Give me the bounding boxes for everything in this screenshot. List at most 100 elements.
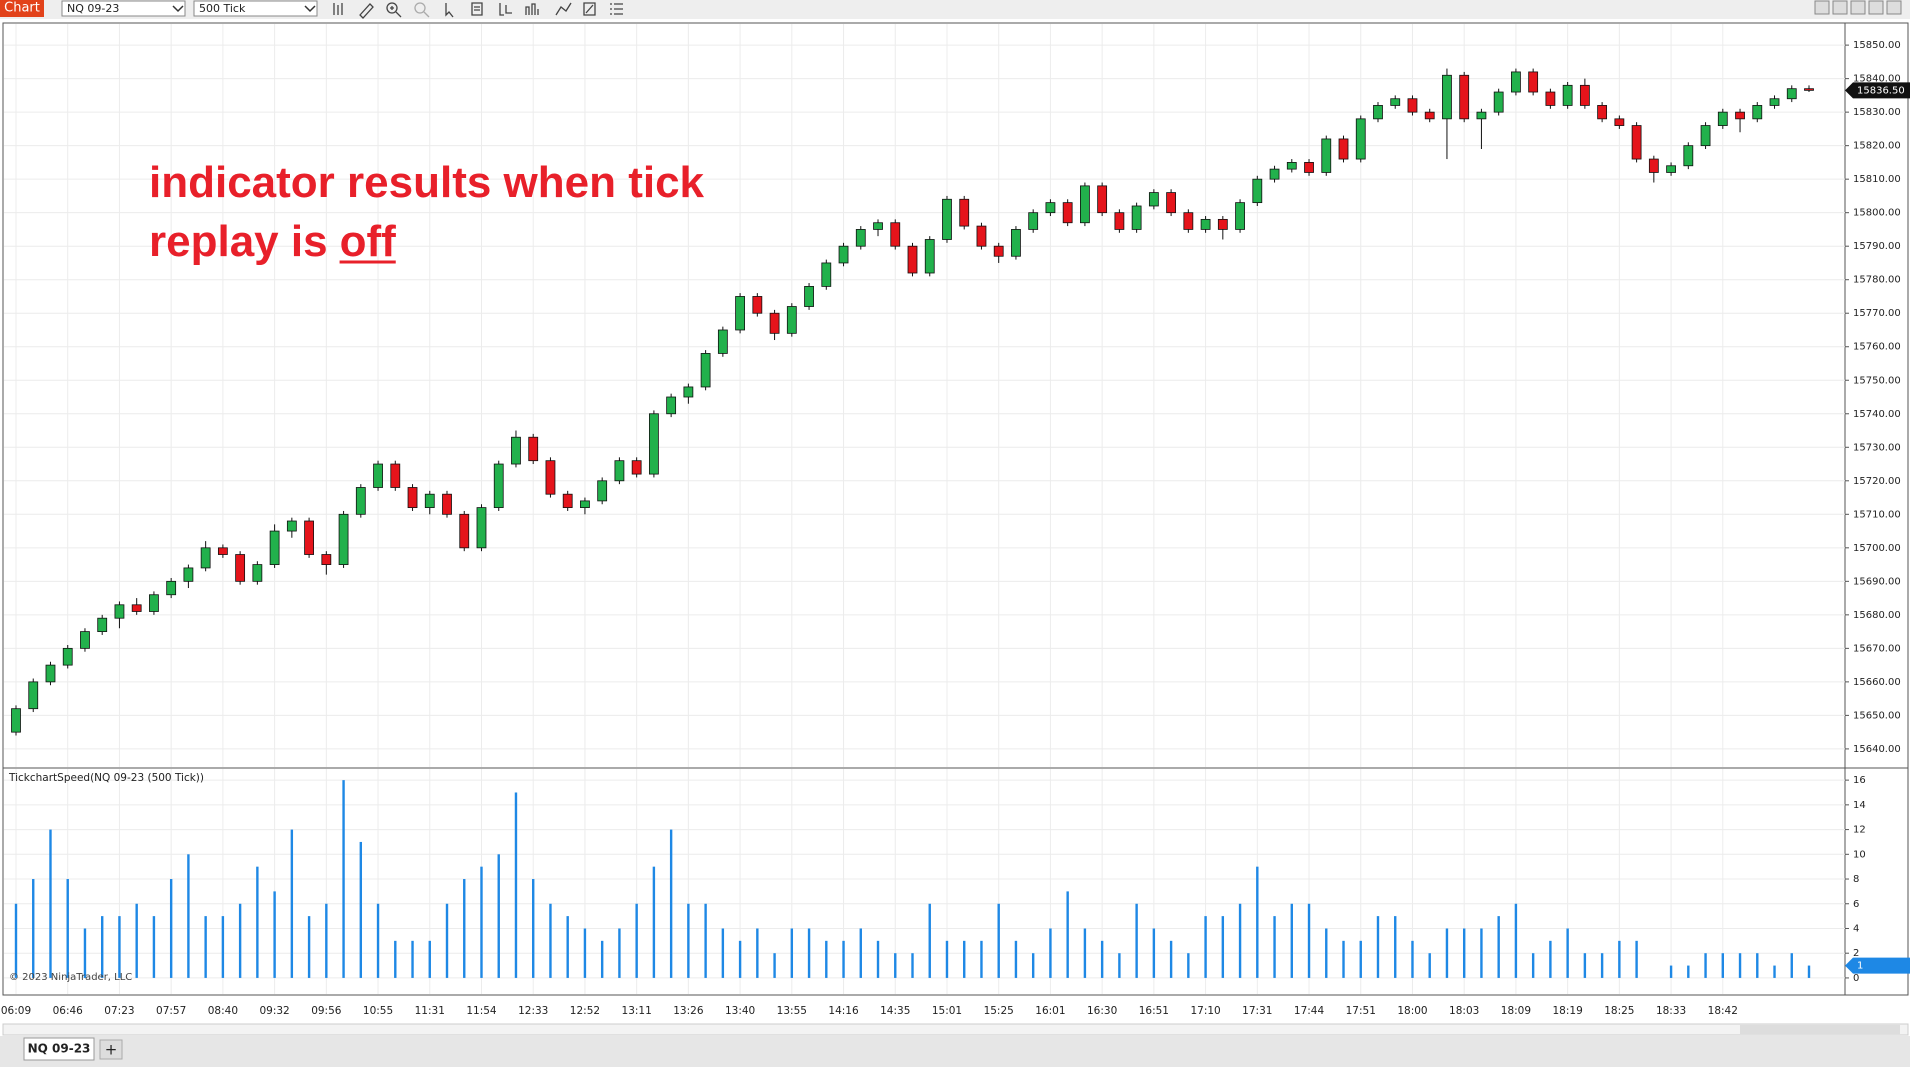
candle-body [217,547,228,555]
candle-body [1579,84,1590,106]
candle-body [1390,98,1401,106]
candle-body [407,487,418,509]
bar [928,903,931,978]
candle-body [338,513,349,565]
candle-body [1235,202,1245,230]
candle-body [959,198,970,227]
bar [669,829,673,978]
x-tick-label: 17:44 [1294,1005,1325,1017]
y-tick-label: 15820.00 [1853,141,1901,152]
y-tick-label: 15720.00 [1853,476,1901,487]
bar [549,903,552,978]
bar [1118,953,1121,978]
bar [1497,916,1500,978]
candle-body [1131,205,1142,230]
bar [894,953,897,978]
candle-body [286,520,297,532]
candle-body [1080,185,1090,224]
bar [169,879,173,978]
bar [463,879,466,978]
bar [152,916,156,978]
y-tick-label: 15840.00 [1853,74,1901,85]
bar [945,940,949,978]
bar [1359,940,1362,978]
bar [980,940,983,978]
x-tick-label: 11:31 [415,1005,445,1017]
candle-body [373,463,383,488]
interval-select[interactable] [193,0,318,17]
x-tick-label: 16:30 [1087,1005,1117,1017]
x-tick-label: 18:00 [1397,1005,1427,1017]
bar [1790,953,1793,978]
bar [32,879,35,978]
bar [66,879,69,978]
bar [1807,965,1811,978]
candle-body [1148,192,1159,207]
bar [445,903,449,978]
candle-body [735,296,745,331]
bar [307,916,311,978]
candle-body [1097,185,1108,214]
candle-body [631,460,642,475]
candle-body [1597,105,1608,120]
candle-body [269,530,280,565]
candle-body [424,493,435,509]
candle-body [1614,118,1625,126]
bar [1169,940,1173,978]
bar [256,866,259,978]
bar [1669,965,1673,978]
scrollbar[interactable] [2,1023,1909,1036]
candle-body [1752,105,1763,120]
toolbar-icons[interactable] [333,2,623,19]
bar [738,940,742,978]
bar [1618,940,1621,978]
x-tick-label: 15:25 [984,1005,1014,1017]
candle-body [838,245,849,264]
y-tick-label: 15760.00 [1853,342,1901,353]
candle-body [683,386,694,398]
window-buttons[interactable] [1814,0,1902,15]
bar [1031,953,1035,978]
candle-body [1269,168,1280,180]
x-tick-label: 10:55 [363,1005,393,1017]
x-tick-label: 16:01 [1035,1005,1065,1017]
candle-body [1493,91,1504,113]
candle-body [304,520,314,555]
indicator-panel [2,767,1909,996]
candle-body [1028,212,1039,230]
x-tick-label: 18:09 [1501,1005,1531,1017]
candle-body [597,480,608,502]
instrument-select[interactable] [61,0,186,17]
x-tick-label: 06:09 [1,1005,31,1017]
candle-body [562,493,573,509]
bar [342,780,345,978]
bar [359,841,363,978]
scrollbar-thumb[interactable] [1740,1025,1900,1034]
tab[interactable] [23,1037,95,1061]
candle-body [183,567,194,582]
bar [1325,928,1328,978]
chart-badge[interactable] [0,0,44,17]
candle-body [752,296,763,314]
bar [376,903,380,978]
candle-body [1648,158,1659,173]
candle-body [1304,162,1314,173]
candle-body [321,554,332,565]
bar [790,928,794,978]
candle-body [769,312,780,334]
bar [1566,928,1569,978]
bar [1600,953,1604,978]
bar [756,928,759,978]
bar [842,940,845,978]
y-tick-label: 15700.00 [1853,543,1901,554]
y-tick-label: 15810.00 [1853,174,1901,185]
candle-body [131,604,142,612]
bar [1445,928,1449,978]
candle-body [821,262,832,287]
x-tick-label: 18:03 [1449,1005,1479,1017]
add-tab-button[interactable] [99,1039,123,1060]
x-tick-label: 07:57 [156,1005,186,1017]
candle-body [1562,84,1573,106]
